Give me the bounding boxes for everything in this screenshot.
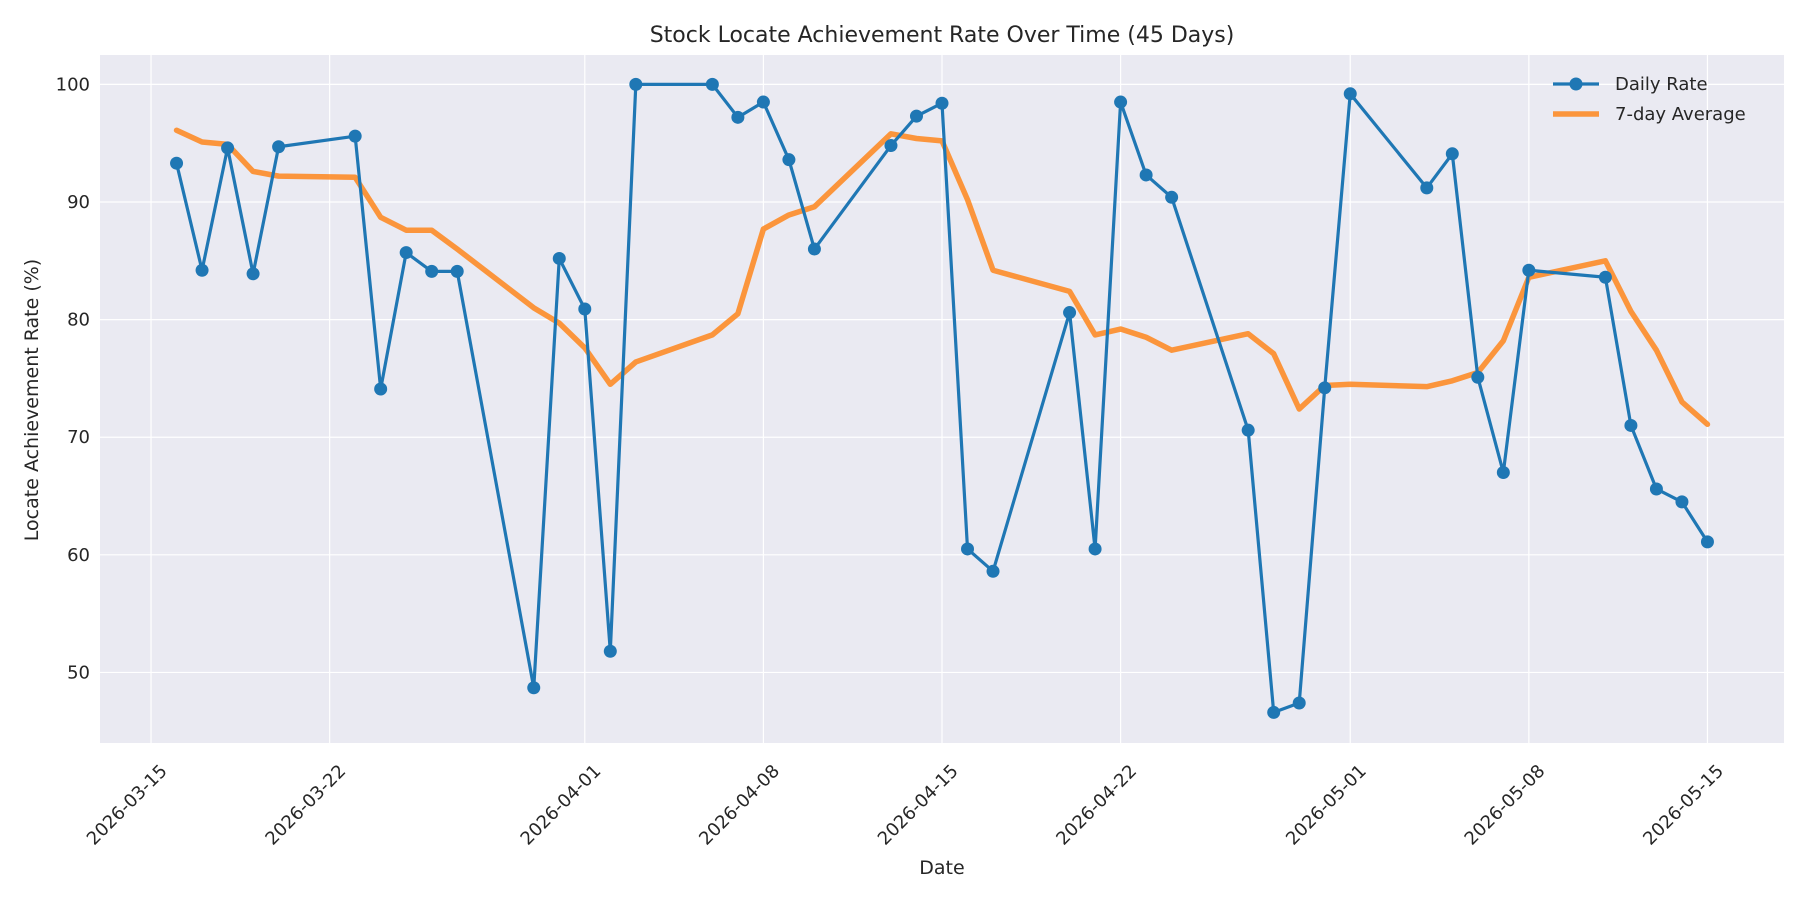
chart-title: Stock Locate Achievement Rate Over Time … <box>650 23 1235 48</box>
data-point-daily-rate <box>348 129 362 143</box>
data-point-daily-rate <box>272 140 286 154</box>
data-point-daily-rate <box>425 264 439 278</box>
y-axis-ticks: 50 60 70 80 90 100 <box>56 74 90 683</box>
data-point-daily-rate <box>399 246 413 260</box>
data-point-daily-rate <box>731 110 745 124</box>
data-point-daily-rate <box>782 153 796 167</box>
legend-label: Daily Rate <box>1615 74 1708 95</box>
legend-marker-daily-rate <box>1569 77 1583 91</box>
data-point-daily-rate <box>961 542 975 556</box>
data-point-daily-rate <box>1343 87 1357 101</box>
data-point-daily-rate <box>807 242 821 256</box>
series-layer <box>170 77 1714 719</box>
x-tick-label: 2026-05-15 <box>1639 761 1728 850</box>
data-point-daily-rate <box>935 96 949 110</box>
x-tick-label: 2026-05-01 <box>1282 761 1371 850</box>
data-point-daily-rate <box>374 382 388 396</box>
data-point-daily-rate <box>1700 535 1714 549</box>
data-point-daily-rate <box>578 302 592 316</box>
y-tick-label: 100 <box>56 74 90 95</box>
data-point-daily-rate <box>884 139 898 153</box>
data-point-daily-rate <box>527 681 541 695</box>
x-tick-label: 2026-03-15 <box>83 761 172 850</box>
data-point-daily-rate <box>170 156 184 170</box>
data-point-daily-rate <box>1114 95 1128 109</box>
x-tick-label: 2026-03-22 <box>261 761 350 850</box>
x-tick-label: 2026-04-15 <box>874 761 963 850</box>
data-point-daily-rate <box>1496 466 1510 480</box>
data-point-daily-rate <box>1088 542 1102 556</box>
y-tick-label: 80 <box>67 310 90 331</box>
x-tick-label: 2026-04-08 <box>695 761 784 850</box>
data-point-daily-rate <box>450 264 464 278</box>
data-point-daily-rate <box>1471 370 1485 384</box>
data-point-daily-rate <box>1165 190 1179 204</box>
data-point-daily-rate <box>986 564 1000 578</box>
data-point-daily-rate <box>1241 423 1255 437</box>
x-tick-label: 2026-04-22 <box>1052 761 1141 850</box>
data-point-daily-rate <box>1598 270 1612 284</box>
grid-lines <box>100 55 1784 743</box>
data-point-daily-rate <box>1063 306 1077 320</box>
data-point-daily-rate <box>1420 181 1434 195</box>
data-point-daily-rate <box>705 77 719 91</box>
data-point-daily-rate <box>552 251 566 265</box>
x-axis-ticks: 2026-03-15 2026-03-22 2026-04-01 2026-04-08… <box>83 761 1728 850</box>
y-tick-label: 60 <box>67 545 90 566</box>
data-point-daily-rate <box>1292 696 1306 710</box>
data-point-daily-rate <box>1445 147 1459 161</box>
data-point-daily-rate <box>221 141 235 155</box>
x-tick-label: 2026-05-08 <box>1461 761 1550 850</box>
x-tick-label: 2026-04-01 <box>517 761 606 850</box>
data-point-daily-rate <box>246 267 260 281</box>
data-point-daily-rate <box>1624 418 1638 432</box>
series-line-7-day-average <box>173 127 1711 428</box>
data-point-daily-rate <box>1675 495 1689 509</box>
data-point-daily-rate <box>909 109 923 123</box>
y-tick-label: 50 <box>67 662 90 683</box>
data-point-daily-rate <box>629 77 643 91</box>
data-point-daily-rate <box>1139 168 1153 182</box>
data-point-daily-rate <box>1267 705 1281 719</box>
data-point-daily-rate <box>603 644 617 658</box>
legend: Daily Rate 7-day Average <box>1553 74 1746 125</box>
x-axis-label: Date <box>919 857 964 879</box>
data-point-daily-rate <box>195 263 209 277</box>
y-tick-label: 70 <box>67 427 90 448</box>
data-point-daily-rate <box>1649 482 1663 496</box>
y-tick-label: 90 <box>67 192 90 213</box>
data-point-daily-rate <box>756 95 770 109</box>
data-point-daily-rate <box>1318 381 1332 395</box>
y-axis-label: Locate Achievement Rate (%) <box>21 259 43 541</box>
legend-label: 7-day Average <box>1615 104 1746 125</box>
data-point-daily-rate <box>1522 263 1536 277</box>
